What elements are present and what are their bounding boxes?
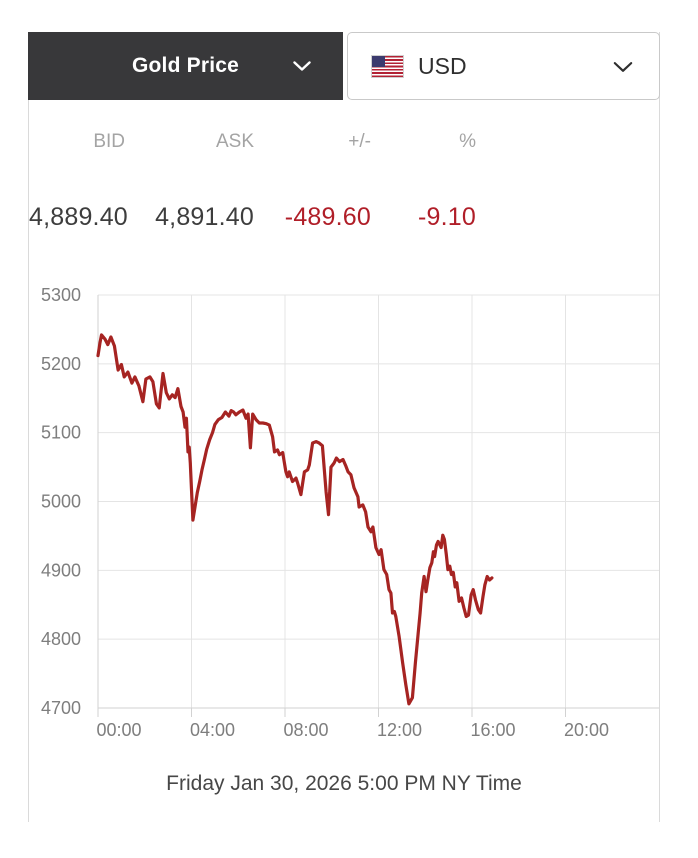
svg-text:5200: 5200 [41,354,81,374]
bid-label: BID [93,131,125,152]
svg-text:20:00: 20:00 [564,720,609,740]
page: Gold Price USD BID ASK +/- % 4,889.40 4,… [0,32,698,858]
percent-value: -9.10 [418,202,476,231]
ask-value: 4,891.40 [155,202,254,231]
commodity-select-label: Gold Price [131,54,240,77]
spacer [476,132,659,192]
timestamp-caption: Friday Jan 30, 2026 5:00 PM NY Time [166,772,522,795]
ask-label: ASK [215,131,254,152]
commodity-select[interactable]: Gold Price [28,32,343,100]
price-history-chart: 5300 5200 5100 5000 4900 4800 4700 00:00 04:00 08… [41,285,659,740]
chevron-down-icon [613,53,633,80]
currency-select-label: USD [418,52,467,79]
change-label: +/- [348,131,371,152]
spacer [476,205,659,271]
chevron-down-icon [293,54,311,78]
svg-text:16:00: 16:00 [470,720,515,740]
gold-price-widget: Gold Price USD BID ASK +/- % 4,889.40 4,… [28,32,660,822]
percent-label: % [459,131,476,152]
svg-text:5300: 5300 [41,285,81,305]
change-value: -489.60 [284,202,371,231]
us-flag-icon [371,54,404,78]
svg-text:04:00: 04:00 [190,720,235,740]
svg-text:12:00: 12:00 [377,720,422,740]
svg-text:4800: 4800 [41,629,81,649]
quote-row: BID ASK +/- % 4,889.40 4,891.40 -489.60 … [29,100,659,270]
svg-text:00:00: 00:00 [96,720,141,740]
svg-text:4700: 4700 [41,698,81,718]
chart-area: 5300 5200 5100 5000 4900 4800 4700 00:00 04:00 08… [29,270,659,770]
svg-text:5000: 5000 [41,492,81,512]
bid-value: 4,889.40 [29,202,128,231]
svg-text:08:00: 08:00 [283,720,328,740]
currency-select[interactable]: USD [347,32,660,100]
svg-text:4900: 4900 [41,560,81,580]
svg-text:5100: 5100 [41,423,81,443]
selector-row: Gold Price USD [28,32,660,100]
